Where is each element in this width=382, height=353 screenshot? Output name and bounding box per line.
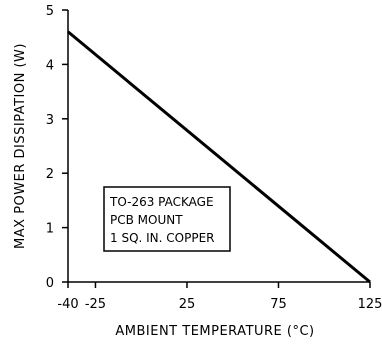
x-axis-title: AMBIENT TEMPERATURE (°C) [115,324,314,339]
annotation-line-1: TO-263 PACKAGE [109,195,214,209]
series [67,30,371,284]
x-tick-label: -25 [85,297,106,312]
y-axis-title: MAX POWER DISSIPATION (W) [13,43,28,249]
x-tick-label: 25 [179,297,196,312]
y-tick-label: 5 [46,4,54,19]
annotation-border [103,186,231,252]
annotation-line-3: 1 SQ. IN. COPPER [110,231,215,245]
x-tick-label: 75 [270,297,287,312]
annotation-box: TO-263 PACKAGE PCB MOUNT 1 SQ. IN. COPPE… [103,186,231,252]
tick-marks [62,9,371,288]
annotation-line-2: PCB MOUNT [110,213,183,227]
tick-labels: 0 1 2 3 4 5 -40 -25 25 75 125 [46,4,382,312]
y-tick-label: 0 [46,276,54,291]
derating-line [67,30,371,284]
y-tick-label: 2 [46,167,54,182]
y-tick-label: 1 [46,222,54,237]
x-tick-label: -40 [57,297,78,312]
y-tick-label: 3 [46,113,54,128]
x-tick-label: 125 [358,297,382,312]
y-tick-label: 4 [46,58,54,73]
axes [67,10,370,283]
